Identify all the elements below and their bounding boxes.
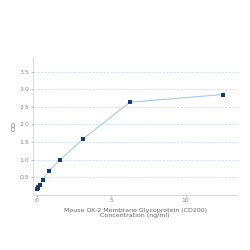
Point (82, 136, 86, 140)
Point (128, 100, 132, 104)
Point (41, 178, 45, 182)
Point (58, 158, 62, 162)
Point (35, 187, 39, 191)
Point (46, 169, 50, 173)
Point (38, 183, 42, 187)
X-axis label: Mouse OX-2 Membrane Glycoprotein (CD200)
Concentration (ng/ml): Mouse OX-2 Membrane Glycoprotein (CD200)… (64, 208, 206, 218)
Y-axis label: OD: OD (12, 121, 16, 131)
Point (36, 185, 40, 189)
Point (36, 186, 40, 190)
Point (221, 92, 225, 96)
